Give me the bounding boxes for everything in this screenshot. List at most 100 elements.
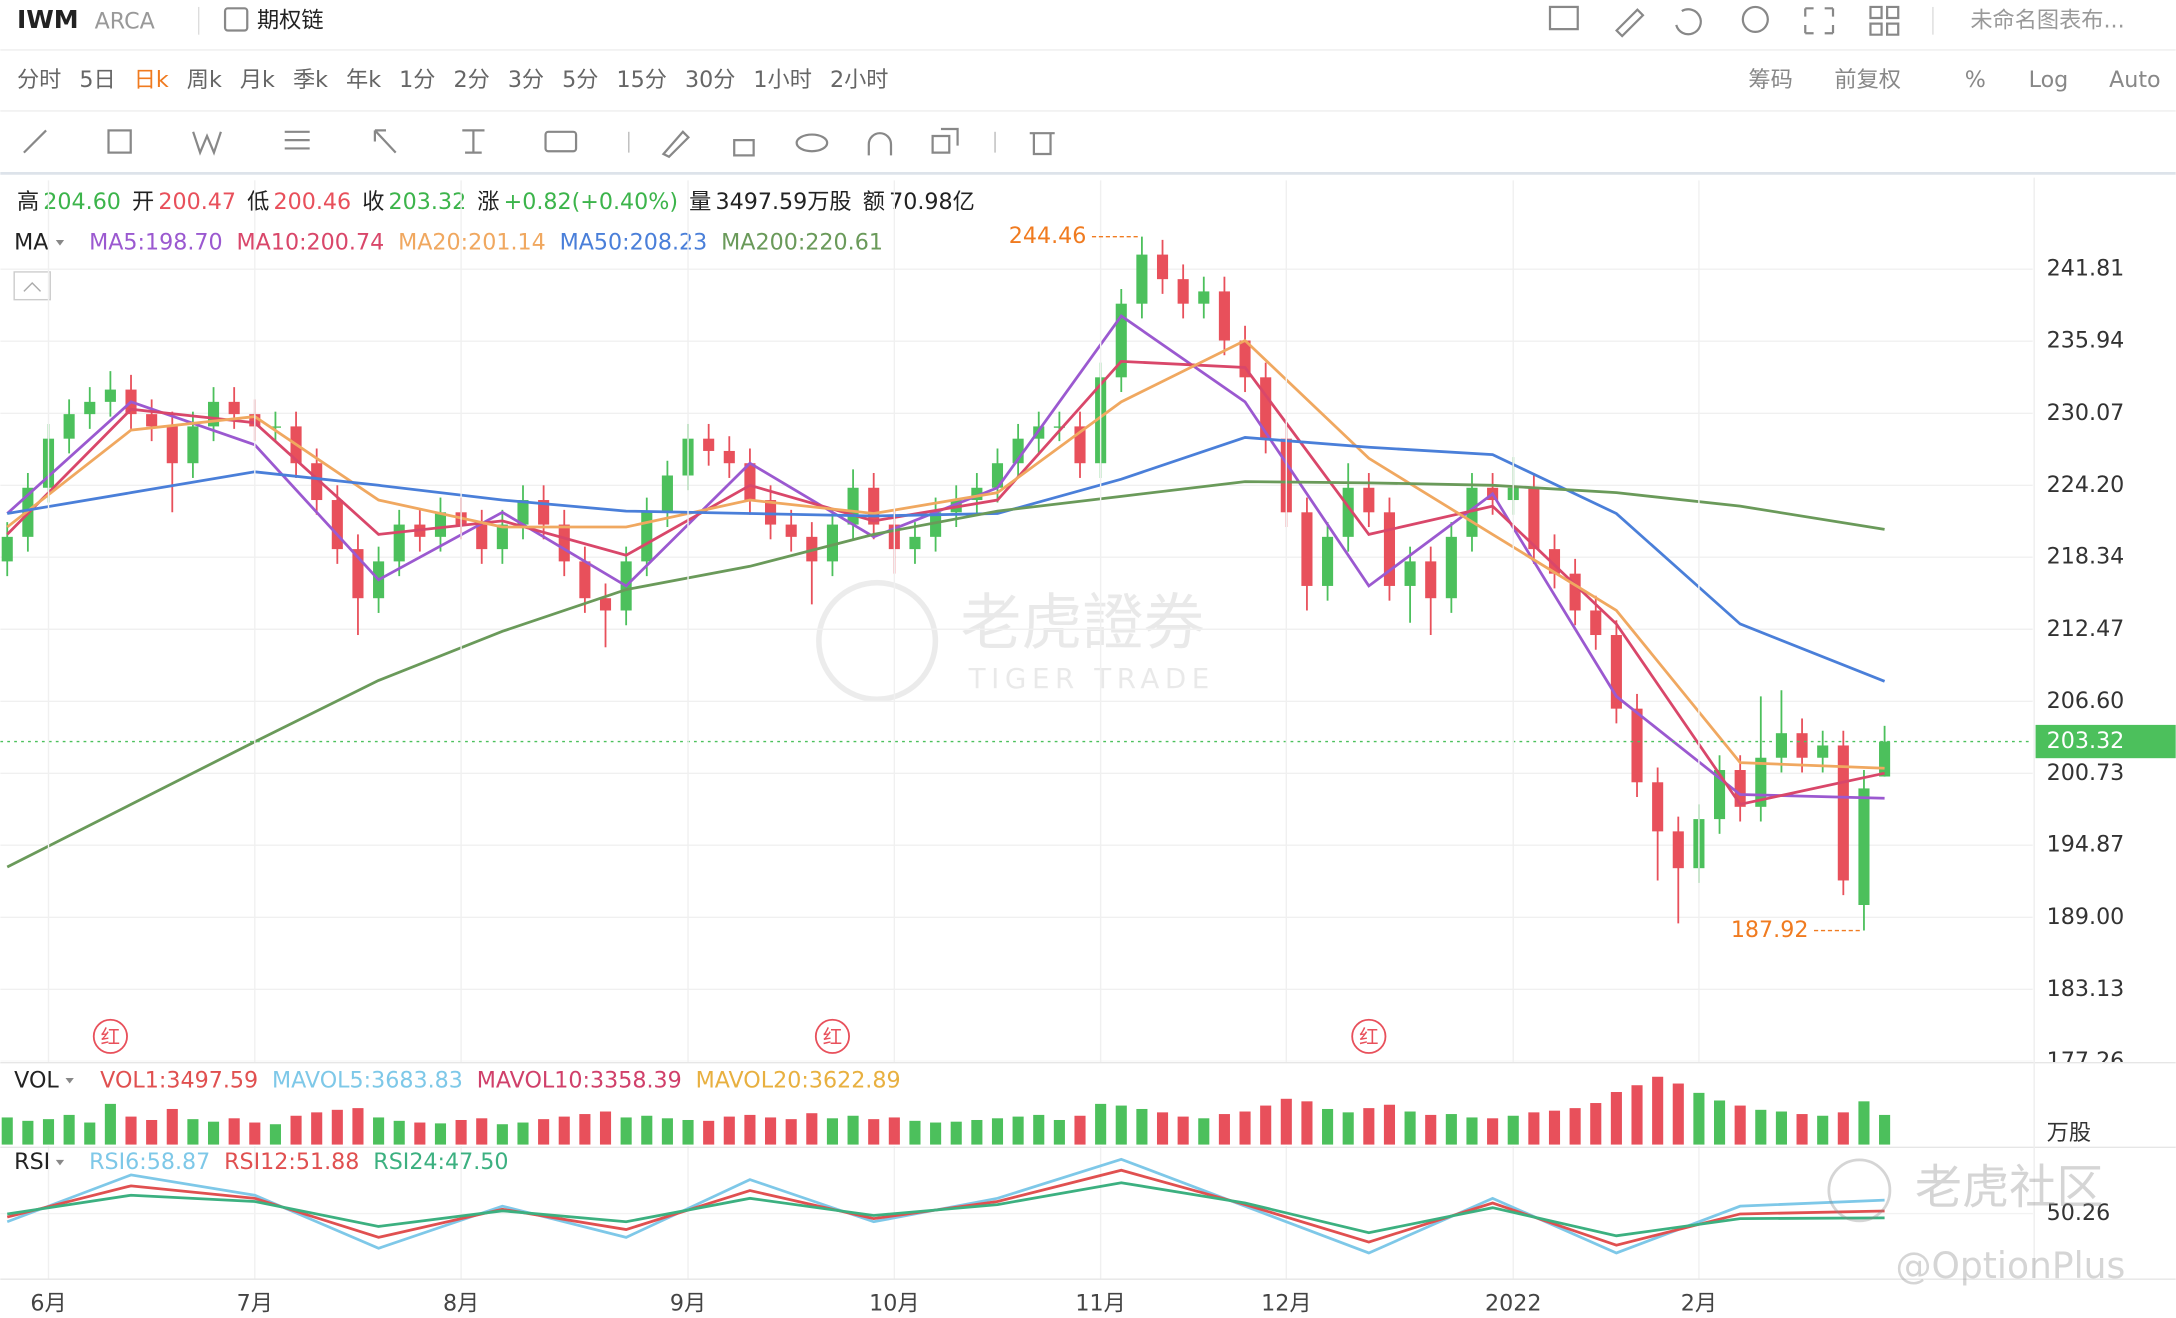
chart-option[interactable]: Log xyxy=(2029,67,2069,93)
tool-fib[interactable] xyxy=(284,130,310,150)
candle-body xyxy=(187,426,199,464)
quote-value: 204.60 xyxy=(43,189,121,215)
top-icons xyxy=(1548,5,1934,38)
legend-entry: MA20:201.14 xyxy=(398,229,546,255)
candle-body xyxy=(84,401,96,415)
icon[interactable] xyxy=(1615,8,1645,38)
period[interactable]: 1小时 xyxy=(753,67,811,93)
candle-body xyxy=(1610,635,1622,709)
x-tick-label: 11月 xyxy=(1075,1291,1125,1317)
tool-copy[interactable] xyxy=(931,127,959,154)
period[interactable]: 周k xyxy=(187,67,222,93)
period[interactable]: 30分 xyxy=(685,67,735,93)
signal-marker[interactable] xyxy=(1351,1018,1387,1054)
signal-label: 红 xyxy=(823,1025,842,1048)
dropdown[interactable] xyxy=(55,240,65,246)
collapse-icon[interactable] xyxy=(23,282,42,292)
volume-legend: VOL1:3497.59 xyxy=(100,1067,258,1093)
volume-bar xyxy=(207,1121,220,1145)
options-icon[interactable] xyxy=(223,7,249,32)
volume-bar xyxy=(1445,1114,1457,1145)
icon[interactable] xyxy=(1804,7,1835,35)
y-tick-label: 218.34 xyxy=(2047,544,2125,570)
signal-marker[interactable] xyxy=(814,1018,850,1054)
tool-text[interactable] xyxy=(544,130,578,153)
tool-magnet[interactable] xyxy=(867,132,893,156)
period[interactable]: 分时 xyxy=(17,67,61,93)
volume-bar xyxy=(290,1115,302,1145)
period[interactable]: 月k xyxy=(240,67,275,93)
volume-bar xyxy=(84,1122,96,1145)
quote-value: +0.82(+0.40%) xyxy=(504,189,678,215)
icon[interactable] xyxy=(1869,5,1900,36)
period[interactable]: 日k xyxy=(134,67,169,93)
y-tick-label: 241.81 xyxy=(2047,256,2125,282)
collapse-button[interactable] xyxy=(13,271,51,301)
period[interactable]: 1分 xyxy=(399,67,435,93)
chart-option[interactable]: 筹码 xyxy=(1748,67,1792,93)
period[interactable]: 5分 xyxy=(562,67,598,93)
period[interactable]: 年k xyxy=(346,67,381,93)
exchange: ARCA xyxy=(95,9,155,35)
candle-body xyxy=(1012,438,1024,464)
extreme-label: 187.92 xyxy=(1731,917,1809,943)
tool-rect[interactable] xyxy=(107,129,132,154)
period[interactable]: 3分 xyxy=(508,67,544,93)
tool-delete[interactable] xyxy=(1029,132,1055,156)
period[interactable]: 2小时 xyxy=(830,67,889,93)
quote-value: 70.98亿 xyxy=(889,189,975,215)
volume-bar xyxy=(249,1122,261,1145)
chart-option[interactable]: Auto xyxy=(2109,67,2161,93)
volume-bar xyxy=(166,1108,178,1145)
options-chain[interactable]: 期权链 xyxy=(257,7,324,33)
y-tick-label: 212.47 xyxy=(2047,616,2125,642)
candle-body xyxy=(971,487,983,501)
candle-body xyxy=(1445,536,1457,599)
tool-measure[interactable] xyxy=(462,129,485,154)
period[interactable]: 5日 xyxy=(79,67,115,93)
period[interactable]: 季k xyxy=(293,67,328,93)
period[interactable]: 15分 xyxy=(617,67,667,93)
volume-bar xyxy=(806,1113,818,1145)
dropdown[interactable] xyxy=(55,1159,65,1166)
tool-pen[interactable] xyxy=(661,130,691,159)
volume-bar xyxy=(228,1118,240,1145)
volume-legend: MAVOL5:3683.83 xyxy=(272,1067,463,1093)
candle-body xyxy=(1260,377,1272,439)
volume-bar xyxy=(352,1108,364,1145)
signal-marker[interactable] xyxy=(92,1018,128,1054)
candle-body xyxy=(228,401,240,415)
volume-bar xyxy=(476,1118,488,1145)
icon[interactable] xyxy=(1548,5,1579,31)
candle-body xyxy=(1775,733,1787,758)
volume-bar xyxy=(1136,1108,1148,1145)
dropdown[interactable] xyxy=(65,1077,74,1084)
volume-bar xyxy=(1631,1085,1643,1145)
candle-body xyxy=(207,401,220,427)
volume-bar xyxy=(1734,1105,1746,1145)
volume-bar xyxy=(1260,1105,1272,1145)
icon[interactable] xyxy=(1741,5,1769,34)
volume-bar xyxy=(538,1119,550,1145)
tool-eye[interactable] xyxy=(795,133,829,153)
candle-body xyxy=(1383,512,1396,586)
candle-body xyxy=(311,463,323,501)
candle-body xyxy=(63,414,75,439)
volume-legend: MAVOL10:3358.39 xyxy=(477,1067,682,1093)
signal-label: 红 xyxy=(1359,1025,1378,1048)
tool-lock[interactable] xyxy=(733,139,755,157)
period[interactable]: 2分 xyxy=(453,67,489,93)
candle-body xyxy=(1425,561,1437,599)
tool-wave[interactable] xyxy=(192,131,222,156)
layout-name[interactable]: 未命名图表布... xyxy=(1970,7,2124,33)
plot: 高 204.60 开 200.47 低 200.46 收 203.32 涨 +0.82(+0.40… xyxy=(0,177,2176,1317)
chart-option[interactable]: 前复权 xyxy=(1834,67,1901,93)
chart-option[interactable]: % xyxy=(1965,67,1986,93)
tool-line[interactable] xyxy=(23,129,47,154)
tool-arrow[interactable] xyxy=(373,129,397,154)
quote-label: 涨 xyxy=(477,189,499,215)
candle-body xyxy=(1,536,13,562)
candle-body xyxy=(393,524,405,562)
icon[interactable] xyxy=(1675,8,1702,36)
volume-bar xyxy=(1239,1111,1251,1145)
